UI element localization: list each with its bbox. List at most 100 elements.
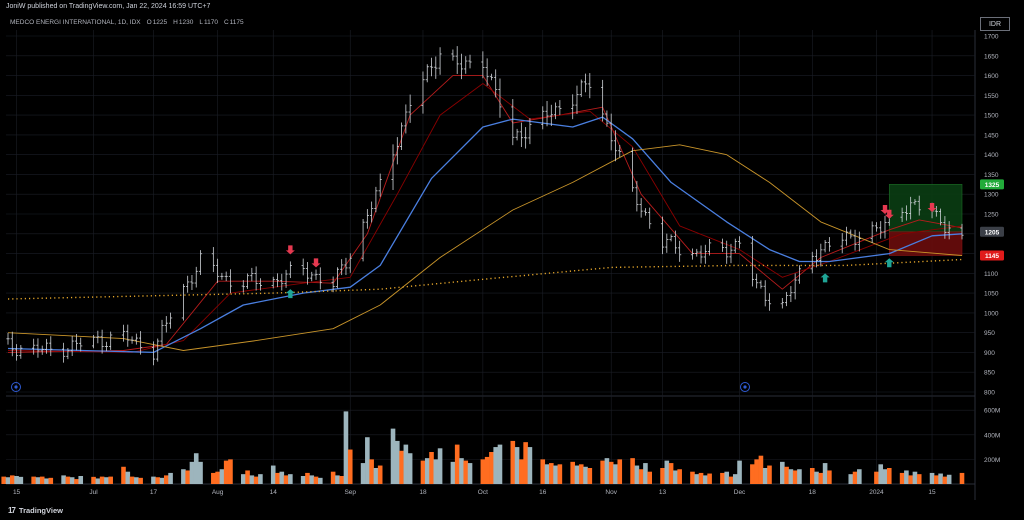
volume-bar — [780, 461, 785, 484]
ohlc-bar — [733, 238, 737, 253]
price-tick-label: 1400 — [984, 152, 999, 159]
volume-bar — [698, 472, 704, 484]
volume-bar — [467, 463, 473, 484]
volume-bar — [959, 472, 965, 484]
volume-bar — [91, 476, 96, 484]
ohlc-bar — [190, 274, 194, 291]
volume-bar — [219, 469, 225, 484]
volume-bar — [305, 472, 310, 484]
ohlc-bar — [917, 195, 921, 216]
volume-bar — [373, 468, 379, 484]
ohlc-bar — [849, 229, 853, 239]
price-tick-label: 1350 — [984, 172, 999, 179]
ohlc-bar — [528, 118, 532, 145]
volume-bar — [737, 460, 742, 484]
ohlc-bar — [793, 273, 797, 300]
time-tick-label: Sep — [344, 489, 356, 496]
ohlc-bar — [331, 276, 335, 293]
ohlc-bar — [399, 122, 404, 150]
ohlc-bar — [425, 64, 429, 83]
volume-tick-label: 200M — [984, 457, 1000, 464]
ohlc-bar — [198, 250, 203, 275]
signal-arrows — [285, 203, 937, 299]
volume-bar — [587, 468, 593, 484]
price-tick-label: 1450 — [984, 132, 999, 139]
ohlc-bar — [361, 219, 365, 262]
volume-bar — [728, 476, 734, 484]
ohlc-bar — [224, 271, 228, 282]
ohlc-bar — [481, 51, 485, 79]
ohlc-bar — [6, 332, 10, 345]
ohlc-bar — [699, 245, 703, 264]
currency-badge[interactable]: IDR — [980, 17, 1010, 31]
tradingview-brand[interactable]: 17 TradingView — [8, 506, 63, 515]
ohlc-bar — [104, 341, 108, 352]
volume-bar — [74, 479, 79, 484]
volume-bar — [694, 474, 700, 484]
volume-bar — [343, 411, 349, 484]
volume-bar — [258, 474, 263, 484]
ohlc-low-key: L — [199, 19, 203, 26]
volume-bar — [767, 465, 772, 484]
ema-mid-line — [7, 83, 963, 353]
ohlc-high-value: 1230 — [178, 19, 194, 26]
volume-bar — [275, 472, 280, 484]
price-tick-label: 1650 — [984, 53, 999, 60]
ohlc-bar — [421, 71, 425, 114]
ohlc-bar — [301, 258, 305, 276]
volume-bar — [818, 472, 824, 484]
ohlc-bar — [464, 56, 468, 74]
ohlc-bar — [755, 273, 759, 289]
ohlc-close-key: C — [223, 19, 229, 26]
ohlc-bar — [690, 248, 695, 260]
volume-bar — [279, 471, 285, 484]
ohlc-bar — [870, 221, 874, 244]
price-label-box — [980, 250, 1004, 261]
time-axis: 15 Jul 17 Aug 14 Sep 18 Oct 16 Nov 13 Dec 18 2024 15 — [13, 489, 936, 496]
price-tick-label: 900 — [984, 350, 995, 357]
volume-bar — [724, 471, 730, 484]
volume-bar — [198, 461, 203, 484]
price-tick-label: 1100 — [984, 271, 998, 278]
ohlc-bar — [545, 101, 549, 127]
volume-bar — [608, 461, 614, 484]
ohlc-bar — [96, 330, 100, 344]
volume-bar — [814, 471, 819, 484]
ohlc-bar — [79, 337, 83, 352]
trade-zone-green — [888, 184, 963, 233]
ohlc-bar — [648, 207, 652, 229]
volume-bar — [929, 472, 935, 484]
ohlc-bar — [374, 186, 378, 213]
ohlc-bar — [853, 229, 857, 251]
volume-bar — [454, 444, 460, 484]
volume-bar — [330, 471, 336, 484]
time-tick-label: Jul — [89, 489, 98, 496]
volume-bar — [18, 476, 24, 484]
event-marker-dot — [743, 385, 747, 389]
volume-bar — [159, 477, 165, 484]
volume-bars — [1, 411, 965, 484]
ohlc-bar — [74, 333, 79, 351]
volume-bar — [557, 464, 563, 484]
volume-bar — [155, 477, 161, 484]
volume-bar — [634, 465, 640, 484]
time-tick-label: Aug — [212, 489, 224, 496]
volume-bar — [497, 444, 503, 484]
price-tick-label: 950 — [984, 330, 995, 337]
volume-bar — [121, 466, 126, 484]
ohlc-bar — [785, 291, 789, 307]
ohlc-bar — [934, 205, 938, 217]
volume-bar — [553, 465, 558, 484]
brand-name: TradingView — [18, 506, 63, 515]
buy-arrow-icon — [285, 289, 295, 299]
ohlc-bar — [284, 269, 288, 288]
ohlc-bar — [250, 267, 254, 282]
time-tick-label: 18 — [809, 489, 817, 496]
volume-bar — [138, 477, 143, 484]
ohlc-bar — [194, 266, 198, 288]
volume-bar — [630, 458, 635, 484]
volume-bar — [245, 470, 250, 484]
volume-bar — [638, 469, 644, 484]
ohlc-bar — [703, 244, 707, 264]
